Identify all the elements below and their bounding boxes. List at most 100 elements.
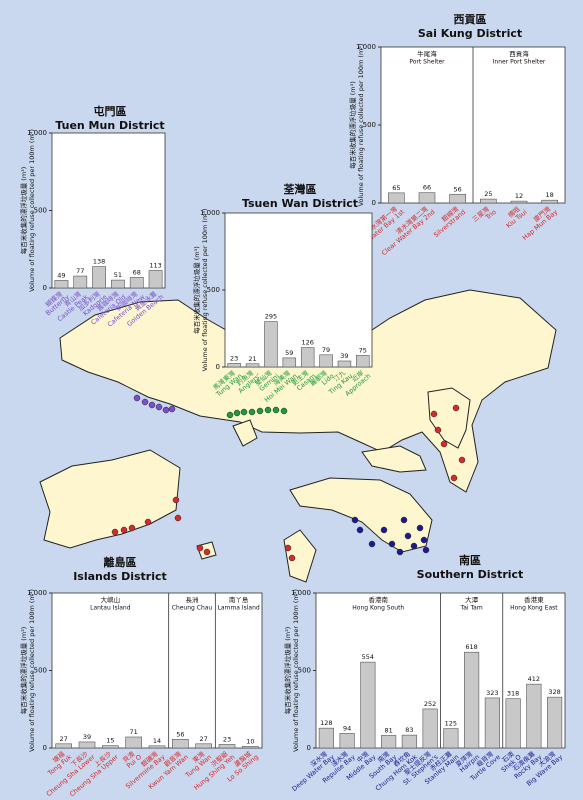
bar: [356, 355, 370, 368]
chart-title: 西貢區: [454, 13, 487, 26]
bar: [422, 708, 438, 749]
y-tick-label: 500: [34, 207, 47, 215]
y-tick-label: 500: [298, 667, 311, 675]
y-axis-label: Volume of floating refuse collected per …: [357, 44, 365, 207]
y-axis-label: Volume of floating refuse collected per …: [28, 589, 36, 752]
site-marker: [148, 401, 156, 409]
value-label: 83: [405, 726, 413, 734]
value-label: 51: [114, 271, 122, 279]
site-marker: [356, 526, 364, 534]
group-label: 香港東: [524, 595, 544, 604]
bar: [388, 192, 405, 204]
y-tick-label: 0: [372, 199, 376, 207]
chart-subtitle: Southern District: [417, 568, 524, 581]
value-label: 15: [106, 737, 114, 745]
bar: [242, 746, 259, 749]
lamma: [283, 529, 317, 583]
y-axis-label: 每百米收集的漂浮垃圾量 (m³): [19, 627, 28, 715]
group-label: Tai Tam: [460, 605, 483, 612]
y-tick-label: 0: [216, 363, 220, 371]
group-label: 長洲: [186, 596, 199, 604]
bar: [337, 360, 352, 368]
site-marker: [144, 518, 152, 526]
bar: [92, 266, 106, 289]
bar: [148, 270, 163, 289]
y-axis-label: Volume of floating refuse collected per …: [292, 589, 300, 752]
plot-area: [224, 212, 373, 368]
bar: [129, 277, 144, 289]
sai-kung: [427, 387, 471, 449]
value-label: 618: [465, 643, 477, 651]
value-label: 94: [343, 724, 351, 732]
bar: [218, 744, 236, 749]
bar: [245, 363, 260, 368]
kowloon: [361, 445, 427, 473]
bar: [464, 651, 480, 749]
value-label: 10: [246, 737, 254, 745]
site-marker: [388, 540, 396, 548]
bar: [300, 347, 315, 368]
bar: [401, 734, 417, 749]
site-marker: [422, 546, 430, 554]
group-label: Lamma Island: [218, 605, 260, 612]
site-marker: [452, 404, 460, 412]
group-label: 香港南: [369, 595, 389, 604]
group-label: 牛尾海: [417, 49, 437, 58]
y-tick-label: 500: [207, 286, 220, 294]
value-label: 412: [528, 675, 540, 683]
bar: [547, 696, 563, 749]
site-marker: [288, 554, 296, 562]
site-marker: [380, 526, 388, 534]
bar: [282, 357, 297, 368]
bar: [319, 354, 333, 368]
bar: [443, 728, 459, 749]
group-label: Cheung Chau: [172, 605, 213, 612]
y-tick-label: 1,000: [291, 589, 311, 597]
site-marker: [172, 496, 180, 504]
site-marker: [440, 440, 448, 448]
group-label: 南丫島: [229, 595, 249, 604]
y-tick-label: 1,000: [27, 589, 47, 597]
bar: [195, 743, 212, 749]
group-label: 西貢海: [509, 49, 529, 58]
value-label: 138: [93, 258, 105, 266]
site-marker: [434, 426, 442, 434]
map: [39, 289, 557, 583]
value-label: 25: [484, 190, 492, 198]
bar: [55, 743, 72, 749]
y-axis-label: 每百米收集的漂浮垃圾量 (m³): [192, 246, 201, 334]
site-marker: [240, 408, 248, 416]
site-marker: [396, 548, 404, 556]
value-label: 23: [223, 735, 231, 743]
chart-title: 離島區: [104, 555, 137, 569]
site-marker: [450, 474, 458, 482]
value-label: 56: [176, 730, 184, 738]
bar: [318, 727, 334, 749]
hk-island: [289, 477, 433, 553]
site-marker: [233, 409, 241, 417]
value-label: 252: [424, 700, 436, 708]
site-marker: [368, 540, 376, 548]
site-marker: [400, 516, 408, 524]
value-label: 128: [320, 719, 332, 727]
site-marker: [416, 524, 424, 532]
group-label: 大嶼山: [101, 595, 121, 604]
bar: [111, 279, 125, 289]
value-label: 21: [248, 355, 256, 363]
y-axis-label: 每百米收集的漂浮垃圾量 (m³): [283, 627, 292, 715]
site-marker: [404, 532, 412, 540]
bar: [148, 745, 166, 749]
chart-subtitle: Sai Kung District: [418, 27, 522, 40]
value-label: 295: [265, 313, 277, 321]
site-marker: [284, 544, 292, 552]
site-marker: [256, 407, 264, 415]
site-marker: [226, 411, 234, 419]
chart-title: 荃灣區: [284, 182, 317, 196]
bar: [227, 363, 241, 368]
site-markers: [111, 394, 466, 562]
value-label: 318: [507, 690, 519, 698]
chart-subtitle: Islands District: [73, 570, 167, 583]
